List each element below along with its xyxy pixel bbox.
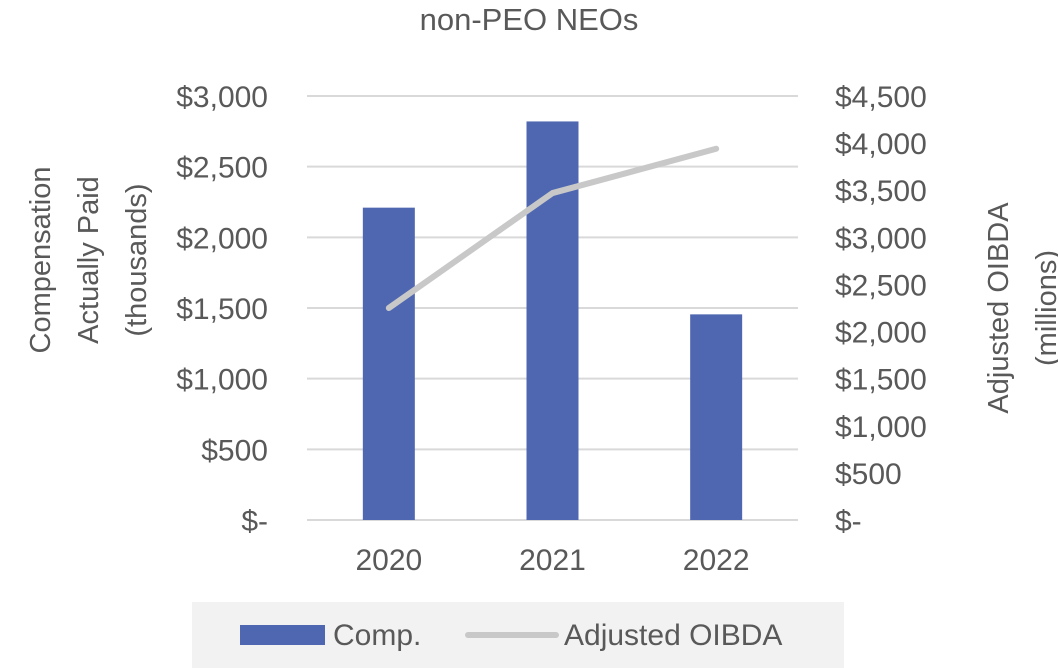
bar-2022 (690, 314, 743, 520)
right-axis-title-text: Adjusted OIBDA (millions) (983, 202, 1058, 414)
right-tick-label: $1,000 (835, 411, 927, 444)
left-tick-label: $2,000 (176, 222, 268, 255)
right-tick-label: $4,000 (835, 128, 927, 161)
line-series (385, 145, 720, 311)
right-tick-label: $- (835, 505, 862, 538)
line-adjusted-oibda (385, 145, 720, 311)
left-axis-ticks: $- $500 $1,000 $1,500 $2,000 $2,500 $3,000 (176, 81, 268, 538)
left-tick-label: $1,000 (176, 364, 268, 397)
left-tick-label: $- (241, 505, 268, 538)
x-tick-label: 2022 (683, 544, 750, 577)
legend-label-comp: Comp. (333, 619, 421, 652)
left-tick-label: $1,500 (176, 293, 268, 326)
chart-title: non-PEO NEOs (420, 2, 639, 37)
legend: Comp. Adjusted OIBDA (192, 602, 844, 668)
bar-2021 (526, 121, 579, 520)
left-axis-title-text: Compensation Actually Paid (thousands) (25, 167, 153, 354)
right-tick-label: $2,500 (835, 269, 927, 302)
bar-2020 (362, 207, 415, 521)
left-tick-label: $2,500 (176, 152, 268, 185)
right-tick-label: $3,000 (835, 222, 927, 255)
left-axis-title: Compensation Actually Paid (thousands) (25, 167, 153, 354)
legend-label-oibda: Adjusted OIBDA (564, 619, 782, 652)
bar-series (362, 121, 743, 521)
right-tick-label: $4,500 (835, 81, 927, 114)
right-axis-title: Adjusted OIBDA (millions) (983, 202, 1058, 414)
right-tick-label: $1,500 (835, 364, 927, 397)
right-tick-label: $3,500 (835, 175, 927, 208)
right-tick-label: $500 (835, 458, 902, 491)
x-axis-ticks: 2020 2021 2022 (355, 544, 749, 577)
x-tick-label: 2020 (355, 544, 422, 577)
legend-swatch-comp (240, 625, 325, 645)
left-tick-label: $500 (201, 434, 268, 467)
right-tick-label: $2,000 (835, 317, 927, 350)
left-tick-label: $3,000 (176, 81, 268, 114)
x-tick-label: 2021 (519, 544, 586, 577)
right-axis-ticks: $- $500 $1,000 $1,500 $2,000 $2,500 $3,000 $3,5… (835, 81, 927, 538)
